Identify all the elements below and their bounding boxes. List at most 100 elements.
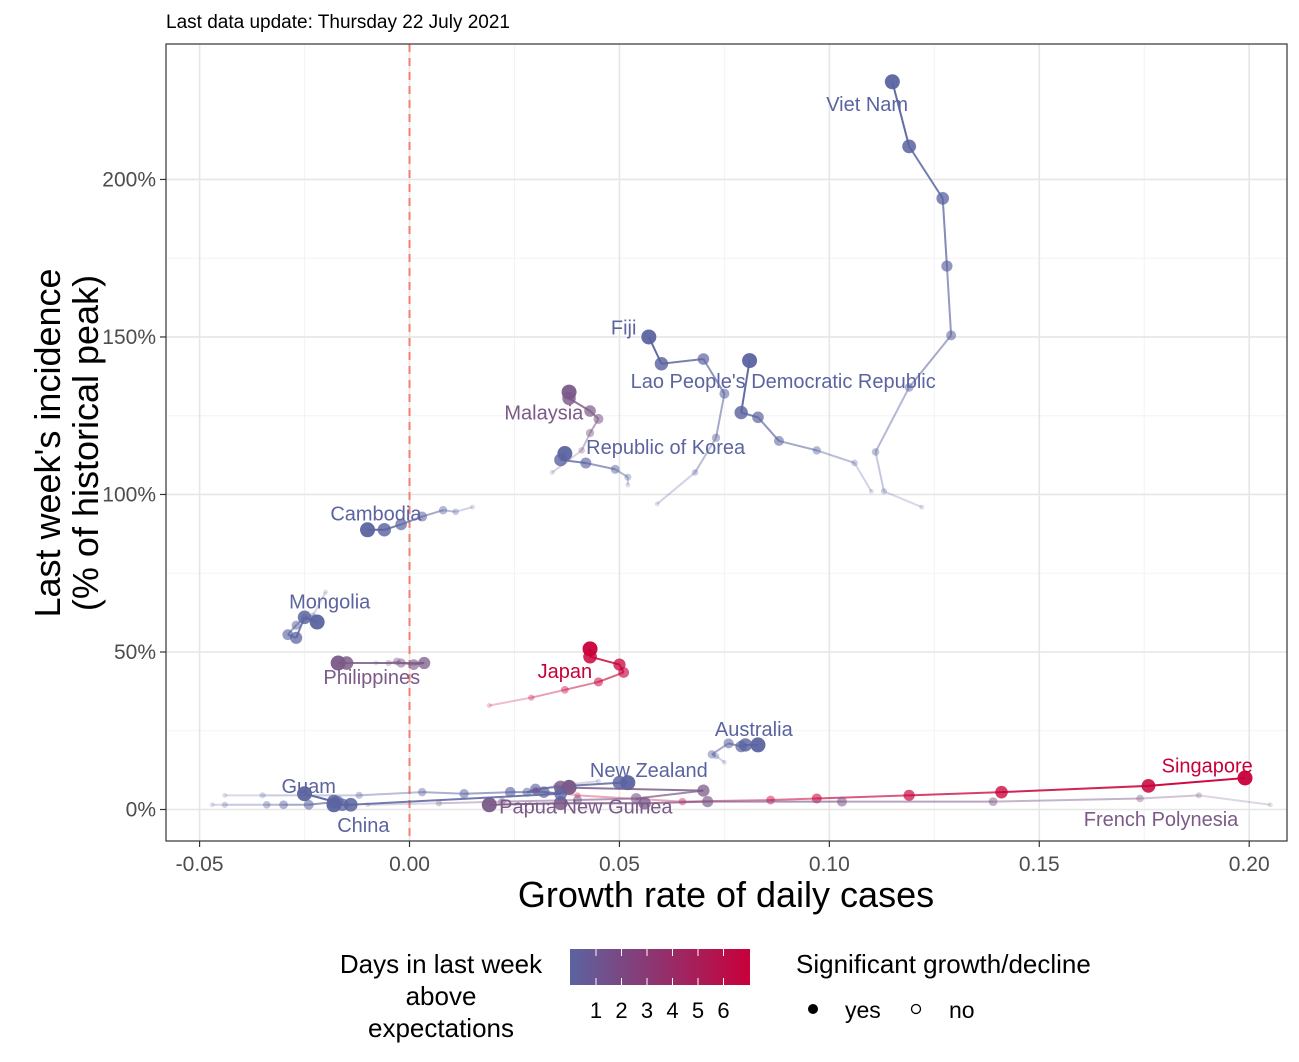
data-point	[919, 504, 925, 510]
legend-shape-no-symbol	[910, 1003, 922, 1015]
x-tick-label: 0.05	[599, 853, 640, 876]
y-tick-label: 0%	[126, 798, 156, 821]
trail-segment	[312, 591, 327, 617]
data-point	[712, 752, 720, 760]
x-tick-label: 0.00	[389, 853, 430, 876]
data-point	[902, 139, 917, 154]
data-point	[766, 795, 775, 805]
data-point	[738, 738, 753, 752]
data-point	[654, 501, 660, 507]
trail-segment	[359, 791, 423, 797]
data-point	[408, 659, 420, 670]
legend-color-title-line1: Days in last week	[340, 949, 543, 979]
data-point	[297, 610, 312, 625]
series-trail	[222, 786, 568, 813]
trail-segment	[442, 509, 456, 513]
trail-segment	[350, 792, 561, 806]
legend-tick-label: 6	[717, 998, 729, 1023]
data-point	[549, 469, 555, 475]
data-point	[613, 658, 626, 671]
y-axis-label-line2: (% of historical peak)	[65, 275, 106, 611]
data-point	[868, 488, 874, 494]
data-point	[330, 655, 346, 671]
trail-segment	[874, 386, 911, 453]
x-axis: -0.05 0.00 0.05 0.10 0.15 0.20	[176, 841, 1270, 876]
data-point	[557, 446, 573, 462]
trail-segment	[577, 797, 637, 802]
series-label: Fiji	[611, 318, 637, 340]
trail-segment	[993, 797, 1141, 803]
trail-segment	[778, 439, 818, 452]
series-trail	[554, 446, 632, 488]
trail-segment	[1001, 784, 1149, 794]
data-point	[995, 785, 1008, 799]
trail-segment	[501, 799, 578, 803]
data-point	[497, 797, 506, 806]
trail-segment	[715, 393, 726, 438]
series-layer	[209, 74, 1273, 813]
data-point	[580, 457, 592, 469]
data-point	[528, 694, 535, 701]
data-point	[595, 778, 601, 784]
trail-segment	[531, 688, 566, 699]
trail-segment	[1148, 776, 1246, 787]
data-point	[323, 589, 329, 595]
legend-tick-label: 5	[692, 998, 704, 1023]
series-trail	[707, 737, 766, 765]
data-point	[625, 482, 631, 488]
y-tick-label: 150%	[102, 326, 156, 349]
data-point	[1136, 794, 1144, 803]
data-point	[417, 511, 428, 522]
trail-segment	[853, 462, 873, 492]
legend-shape-title: Significant growth/decline	[796, 949, 1091, 979]
legend-color-title-line3: expectations	[368, 1013, 514, 1043]
series-label: Mongolia	[289, 592, 371, 614]
data-point	[553, 796, 568, 811]
data-point	[1267, 802, 1273, 808]
trail-segment	[945, 266, 953, 336]
x-tick-label: 0.15	[1019, 853, 1060, 876]
trail-segment	[367, 802, 439, 806]
chart-subtitle: Last data update: Thursday 22 July 2021	[166, 12, 510, 33]
legend-shape-yes-label: yes	[845, 997, 881, 1023]
data-point	[721, 759, 727, 765]
data-point	[209, 802, 215, 808]
data-point	[290, 631, 303, 644]
trail-segment	[715, 755, 726, 764]
data-point	[343, 797, 358, 812]
data-point	[554, 787, 568, 801]
data-point	[572, 795, 583, 805]
data-point	[355, 791, 363, 799]
data-point	[936, 192, 950, 205]
series-label: Viet Nam	[826, 94, 908, 116]
legend-tick-label: 3	[641, 998, 653, 1023]
data-point	[578, 447, 585, 454]
trail-segment	[464, 791, 511, 795]
trail-segment	[661, 358, 704, 365]
data-point	[222, 792, 228, 798]
data-point	[262, 800, 271, 809]
trail-segment	[568, 781, 620, 787]
data-point	[396, 658, 406, 668]
trail-segment	[489, 696, 532, 707]
data-point	[654, 357, 669, 371]
data-point	[291, 620, 301, 630]
data-point	[719, 388, 730, 399]
data-point	[742, 353, 758, 369]
series-label: China	[337, 815, 390, 837]
legend-tick-label: 4	[666, 998, 678, 1023]
data-point	[880, 488, 888, 495]
data-point	[486, 703, 492, 709]
data-point	[946, 330, 957, 341]
data-point	[723, 738, 734, 749]
data-point	[812, 446, 821, 455]
x-tick-label: 0.10	[809, 853, 850, 876]
data-point	[851, 459, 858, 467]
series-label: French Polynesia	[1084, 809, 1239, 831]
trail-segment	[941, 198, 948, 267]
data-point	[871, 448, 880, 456]
series-trail	[641, 329, 730, 507]
trail-segment	[908, 145, 944, 199]
data-point	[773, 435, 784, 446]
